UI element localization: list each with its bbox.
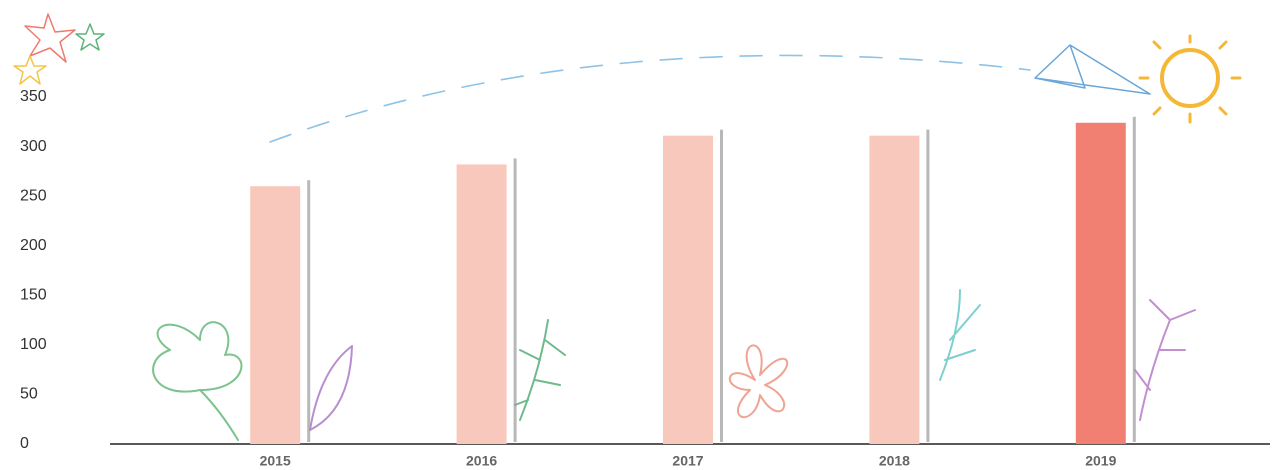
star xyxy=(24,13,76,63)
star xyxy=(13,55,47,85)
x-tick-label: 2017 xyxy=(672,453,703,469)
plant xyxy=(939,289,981,381)
y-tick-label: 300 xyxy=(20,138,47,155)
flower-stem xyxy=(1134,299,1196,421)
y-tick-label: 100 xyxy=(20,336,47,353)
y-tick-label: 350 xyxy=(20,88,47,105)
sun xyxy=(1160,48,1220,108)
flower xyxy=(729,344,789,419)
leaf xyxy=(309,345,353,431)
bar-shadow xyxy=(307,180,311,442)
y-tick-label: 0 xyxy=(20,435,29,452)
bar xyxy=(869,135,920,444)
decorations xyxy=(13,13,1242,441)
bar-shadow xyxy=(720,129,723,442)
x-tick-label: 2015 xyxy=(260,453,291,469)
y-tick-label: 150 xyxy=(20,287,47,304)
bar-shadow xyxy=(926,129,930,442)
x-tick-label: 2018 xyxy=(879,453,910,469)
star xyxy=(75,23,105,51)
clover xyxy=(152,321,243,441)
bar xyxy=(663,135,713,444)
bar xyxy=(456,164,507,444)
y-tick-label: 250 xyxy=(20,187,47,204)
sun-rays xyxy=(1138,34,1242,124)
sprig xyxy=(514,319,566,421)
x-tick-label: 2016 xyxy=(466,453,497,469)
paper-plane xyxy=(1034,44,1151,95)
y-tick-label: 50 xyxy=(20,386,38,403)
bar-shadow xyxy=(1132,116,1136,442)
y-tick-label: 200 xyxy=(20,237,47,254)
x-tick-label: 2019 xyxy=(1085,453,1116,469)
bar xyxy=(1075,122,1126,444)
bar xyxy=(250,186,301,444)
bar-shadow xyxy=(513,158,517,442)
dashed-arc xyxy=(269,54,1031,143)
